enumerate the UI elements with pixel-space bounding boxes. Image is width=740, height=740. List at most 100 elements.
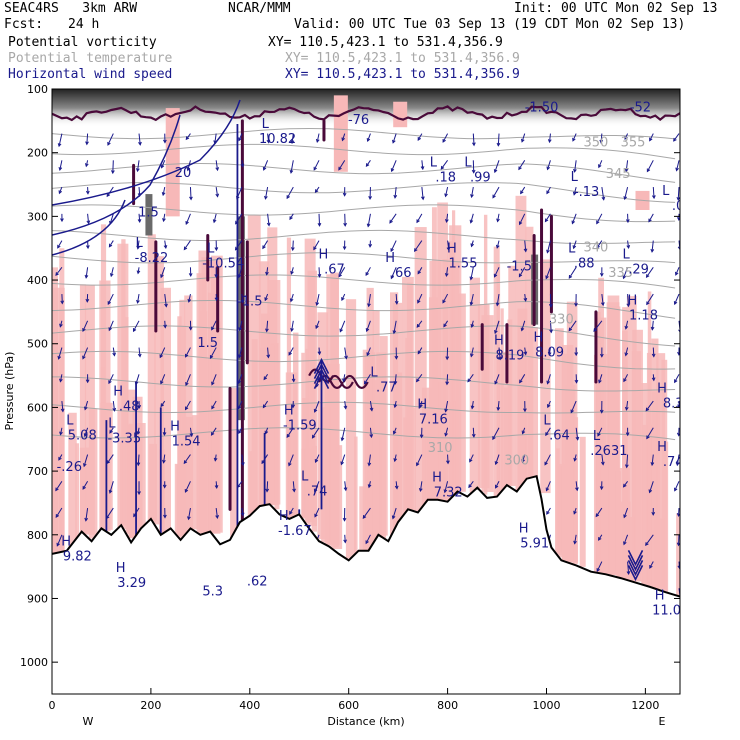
extremum-marker: L — [66, 413, 74, 428]
pv-shade-column — [53, 287, 65, 554]
wind-vector — [546, 240, 551, 253]
wind-vector — [83, 454, 89, 467]
wind-arrowhead — [163, 245, 168, 250]
wind-vector — [445, 427, 449, 436]
wind-vector — [574, 534, 577, 544]
wind-vector — [133, 320, 140, 332]
wind-arrowhead — [82, 355, 86, 360]
wind-arrowhead — [571, 220, 576, 225]
wind-arrowhead — [365, 328, 370, 333]
wind-arrowhead — [547, 139, 552, 144]
wind-arrowhead — [185, 136, 190, 141]
wind-vector — [444, 481, 449, 493]
wind-arrowhead — [162, 432, 167, 436]
wind-vector — [238, 347, 243, 358]
wind-vector — [417, 133, 423, 141]
theta-contour — [52, 162, 676, 183]
wind-vector — [623, 267, 629, 279]
wind-arrowhead — [265, 488, 270, 493]
wind-vector — [518, 160, 526, 170]
wind-vector — [519, 213, 526, 225]
wind-speed-contour — [52, 199, 126, 256]
wind-vector — [238, 374, 243, 384]
wind-vector — [288, 454, 294, 466]
wind-arrowhead — [467, 378, 471, 383]
wind-vector — [110, 267, 114, 277]
wind-vector — [267, 213, 270, 226]
extremum-value: .99 — [470, 170, 491, 185]
wind-arrowhead — [56, 542, 60, 547]
wind-arrowhead — [59, 431, 63, 436]
wind-vector — [645, 400, 654, 411]
wind-arrowhead — [678, 329, 680, 333]
wind-arrowhead — [417, 299, 421, 304]
wind-arrowhead — [286, 434, 291, 438]
wind-arrowhead — [107, 301, 112, 306]
wind-vector — [215, 160, 219, 171]
wind-vector — [215, 507, 218, 519]
y-tick-label: 200 — [27, 147, 48, 160]
wind-arrowhead — [369, 407, 374, 412]
wind-arrowhead — [363, 380, 368, 385]
wind-vector — [391, 160, 397, 172]
pv-shade-column — [555, 328, 564, 553]
pv-shade-column — [453, 401, 458, 496]
extremum-value: -8.22 — [135, 251, 169, 266]
wind-vector — [547, 374, 551, 384]
pv-shade-column — [626, 296, 637, 580]
wind-vector — [61, 401, 64, 412]
wind-vector — [238, 133, 243, 141]
wind-vector — [55, 481, 63, 491]
wind-vector — [289, 507, 294, 515]
wind-arrowhead — [493, 273, 498, 278]
pv-shade-column — [211, 321, 221, 534]
pv-shade-column — [286, 237, 292, 518]
x-axis-title: Distance (km) — [327, 715, 404, 728]
wind-vector — [266, 481, 269, 492]
wind-arrowhead — [57, 143, 62, 148]
wind-arrowhead — [469, 276, 474, 281]
wind-arrowhead — [393, 194, 398, 199]
strong-wind-arrowhead — [313, 357, 330, 375]
wind-vector — [314, 507, 320, 517]
wind-vector — [369, 400, 373, 411]
wind-arrowhead — [211, 326, 215, 331]
wind-arrowhead — [112, 352, 116, 357]
wind-arrowhead — [136, 431, 141, 436]
wind-vector — [318, 267, 321, 277]
wind-vector — [58, 133, 63, 147]
wind-arrowhead — [137, 192, 142, 197]
extremum-value: 11.01 — [652, 603, 689, 618]
field-wind-name: Horizontal wind speed — [8, 67, 173, 82]
theta-contour-label: 300 — [504, 454, 529, 469]
wind-vector — [674, 481, 680, 491]
wind-vector — [623, 534, 629, 545]
wind-vector — [138, 213, 141, 222]
wind-vector — [286, 427, 294, 438]
wind-vector — [84, 427, 89, 437]
wind-vector — [393, 320, 397, 334]
wind-vector — [601, 454, 604, 465]
wind-vector — [545, 267, 551, 279]
wind-arrowhead — [544, 218, 549, 223]
wind-vector — [314, 400, 320, 413]
contour-value-label: -52 — [630, 100, 651, 115]
wind-vector — [262, 240, 269, 249]
below-ground-mask — [52, 476, 680, 694]
wind-arrowhead — [443, 323, 447, 328]
wind-vector — [55, 507, 63, 518]
init-time: Init: 00 UTC Mon 02 Sep 13 — [514, 1, 718, 16]
wind-arrowhead — [136, 245, 141, 250]
wind-vector — [497, 401, 500, 411]
wind-arrowhead — [417, 270, 421, 275]
wind-vector — [646, 293, 654, 305]
x-tick-label: 1200 — [631, 699, 659, 712]
strong-wind-arrowhead — [313, 372, 330, 390]
pv-shade-column — [324, 384, 330, 545]
wind-vector — [471, 320, 474, 328]
wind-vector — [443, 320, 449, 327]
wind-vector — [673, 133, 680, 142]
contour-value-label: -.26 — [57, 460, 82, 475]
wind-vector — [646, 427, 654, 439]
wind-arrowhead — [573, 510, 577, 515]
